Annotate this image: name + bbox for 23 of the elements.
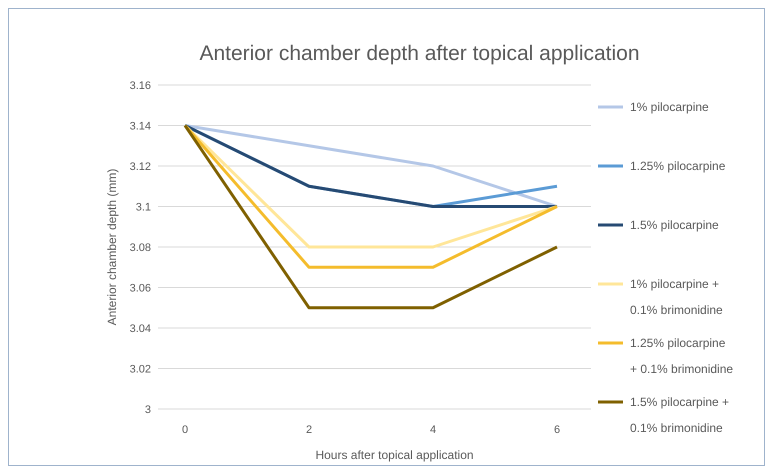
y-tick-label: 3.02 [130, 363, 151, 376]
legend-label: 1.25% pilocarpine + 0.1% brimonidine [630, 336, 734, 376]
legend-label: 1% pilocarpine [630, 100, 710, 114]
chart-title: Anterior chamber depth after topical application [199, 42, 640, 65]
line-series [184, 124, 558, 208]
x-tick-label: 0 [182, 424, 188, 436]
y-tick-label: 3.06 [130, 282, 151, 294]
y-tick-label: 3.04 [130, 322, 151, 335]
legend-label: 1.25% pilocarpine [630, 159, 726, 174]
y-tick-label: 3.12 [130, 160, 151, 173]
y-tick-label: 3.14 [130, 120, 151, 132]
y-tick-label: 3 [144, 404, 151, 416]
x-axis-title: Hours after topical application [315, 448, 474, 462]
y-tick-label: 3.16 [130, 80, 151, 92]
legend-label: 1.5% pilocarpine [630, 218, 720, 232]
legend-label: 1.5% pilocarpine + 0.1% brimonidine [630, 395, 730, 436]
x-tick-label: 2 [306, 424, 312, 436]
legend-label: 1% pilocarpine + 0.1% brimonidine [630, 277, 724, 318]
x-tick-label: 4 [430, 424, 436, 436]
x-tick-label: 6 [554, 424, 560, 436]
y-tick-label: 3.1 [136, 201, 151, 214]
y-tick-label: 3.08 [130, 242, 151, 254]
y-axis-title: Anterior chamber depth (mm) [105, 168, 119, 326]
